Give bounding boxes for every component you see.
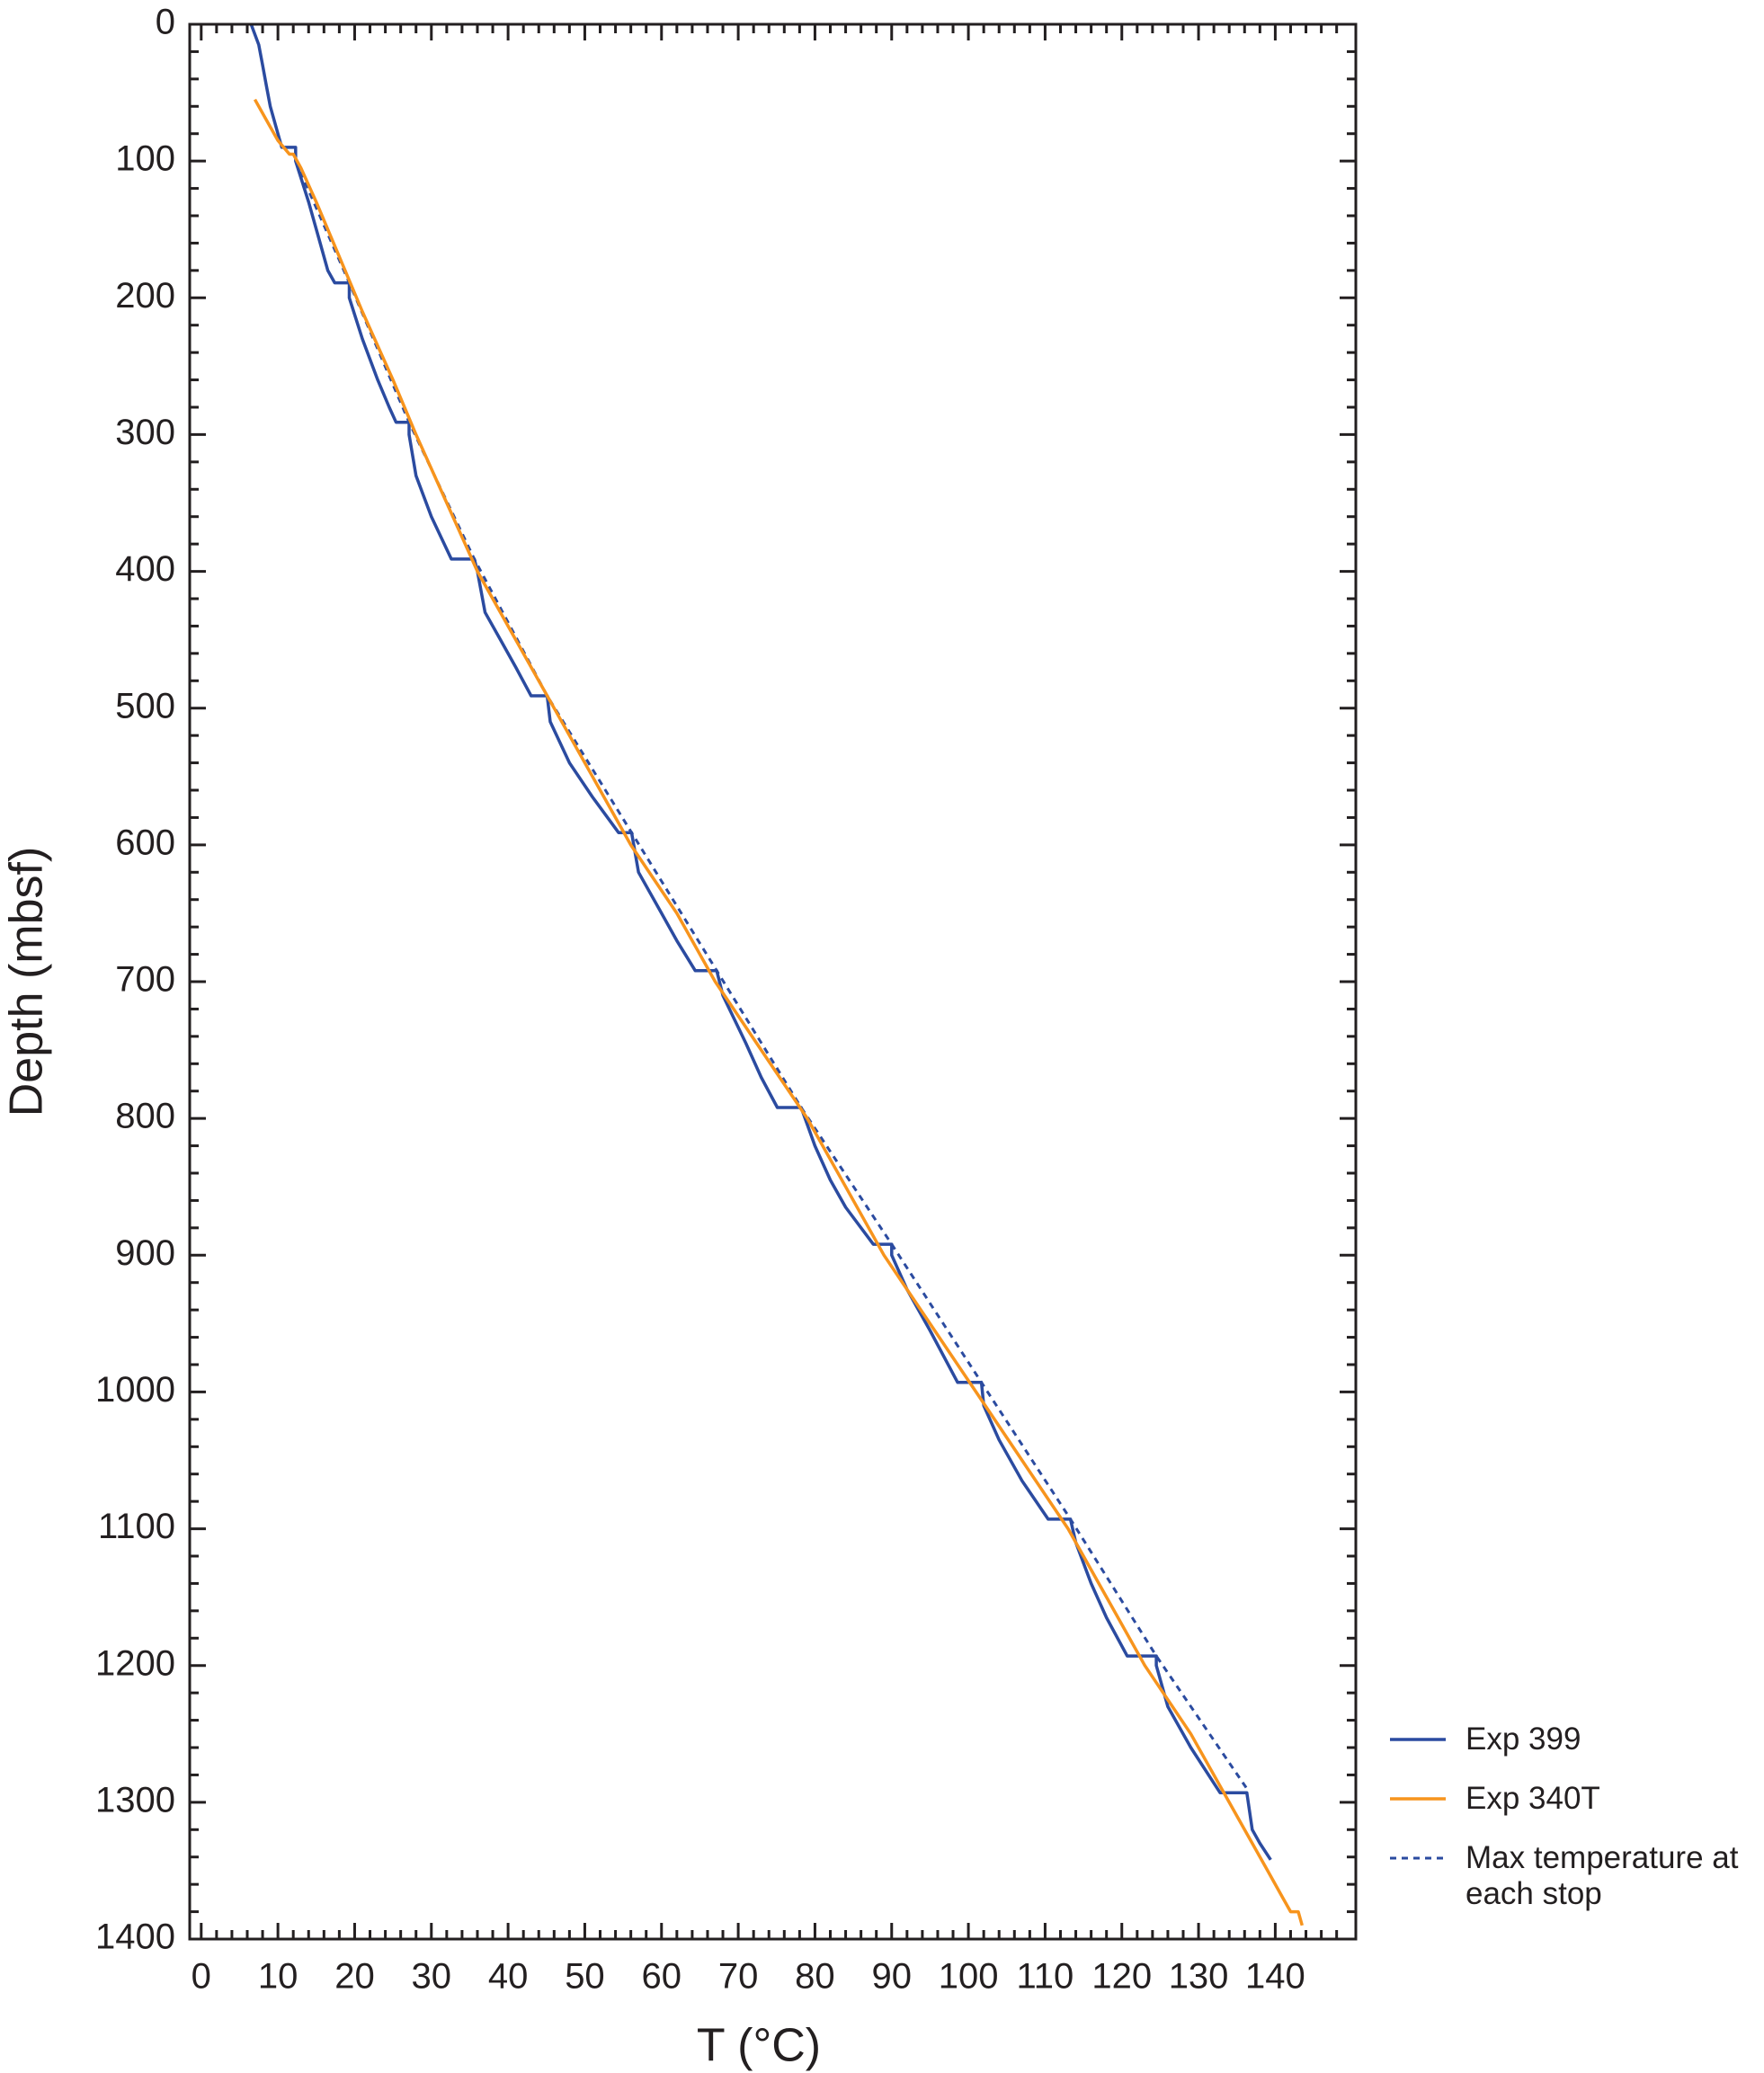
x-tick-label: 20 [334, 1957, 375, 1997]
legend-swatch [1390, 1856, 1446, 1860]
x-tick-label: 0 [192, 1957, 211, 1997]
x-tick-label: 100 [939, 1957, 999, 1997]
y-tick-label: 900 [115, 1233, 175, 1273]
series-line [294, 160, 1249, 1790]
y-tick-label: 1000 [95, 1370, 175, 1410]
legend-label: Max temperature at each stop [1466, 1840, 1739, 1911]
y-tick-label: 100 [115, 139, 175, 179]
y-tick-label: 600 [115, 823, 175, 862]
y-tick-label: 500 [115, 686, 175, 725]
legend-entry: Exp 340T [1390, 1781, 1759, 1817]
legend-entry: Max temperature at each stop [1390, 1840, 1759, 1912]
y-tick-label: 1400 [95, 1917, 175, 1957]
x-tick-label: 130 [1169, 1957, 1229, 1997]
legend-swatch [1390, 1797, 1446, 1801]
x-tick-label: 50 [565, 1957, 605, 1997]
x-tick-label: 140 [1245, 1957, 1305, 1997]
y-tick-label: 700 [115, 960, 175, 1000]
y-tick-label: 800 [115, 1097, 175, 1136]
x-tick-label: 30 [412, 1957, 452, 1997]
legend-swatch [1390, 1738, 1446, 1741]
series-line [253, 98, 1304, 1926]
legend-label: Exp 399 [1466, 1722, 1581, 1757]
y-tick-label: 1100 [98, 1507, 175, 1546]
plot-frame [188, 22, 1358, 1941]
x-tick-label: 70 [718, 1957, 759, 1997]
x-tick-label: 10 [258, 1957, 298, 1997]
x-tick-label: 110 [1017, 1957, 1074, 1997]
x-tick-label: 120 [1091, 1957, 1152, 1997]
legend: Exp 399 Exp 340T Max temperature at each s… [1390, 1722, 1759, 1935]
x-tick-label: 60 [642, 1957, 682, 1997]
y-tick-label: 400 [115, 549, 175, 589]
y-tick-label: 1200 [95, 1643, 175, 1683]
legend-label: Exp 340T [1466, 1781, 1600, 1816]
x-tick-label: 80 [795, 1957, 835, 1997]
y-tick-label: 0 [156, 3, 175, 42]
x-tick-label: 90 [872, 1957, 913, 1997]
series-line [249, 23, 1272, 1861]
y-axis-title: Depth (mbsf) [1, 847, 53, 1117]
legend-entry: Exp 399 [1390, 1722, 1759, 1757]
x-axis-title: T (°C) [697, 2020, 821, 2072]
x-tick-label: 40 [488, 1957, 529, 1997]
y-tick-label: 300 [115, 413, 175, 452]
y-tick-label: 200 [115, 276, 175, 316]
y-tick-label: 1300 [95, 1780, 175, 1819]
